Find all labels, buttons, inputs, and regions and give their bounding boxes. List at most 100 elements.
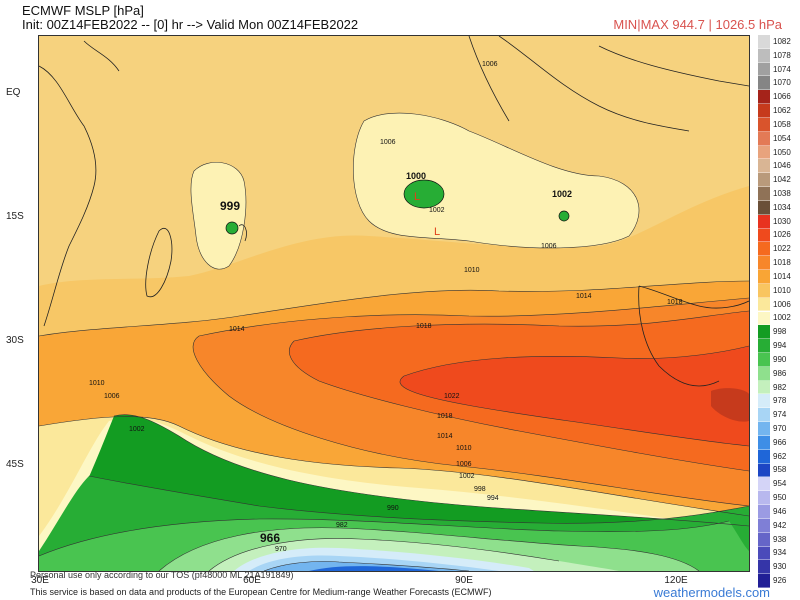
colorbar-label: 978 bbox=[773, 396, 787, 406]
mslp-map: 1006 1006 1006 1010 1010 1014 1014 1014 … bbox=[38, 35, 750, 572]
colorbar-swatch bbox=[758, 90, 770, 105]
colorbar-swatch bbox=[758, 380, 770, 395]
contour-label-1002-central: 1002 bbox=[429, 207, 445, 214]
colorbar-label: 1058 bbox=[773, 119, 791, 129]
colorbar-swatch bbox=[758, 159, 770, 174]
colorbar-label: 930 bbox=[773, 562, 787, 572]
colorbar-swatch bbox=[758, 228, 770, 243]
pressure-label-966: 966 bbox=[260, 531, 280, 545]
lat-label-45s: 45S bbox=[6, 459, 24, 470]
colorbar-label: 1030 bbox=[773, 216, 791, 226]
colorbar-swatch bbox=[758, 477, 770, 492]
colorbar-swatch bbox=[758, 131, 770, 146]
colorbar-label: 1070 bbox=[773, 78, 791, 88]
init-valid-time: Init: 00Z14FEB2022 -- [0] hr --> Valid M… bbox=[22, 17, 359, 32]
colorbar-swatch bbox=[758, 574, 770, 588]
colorbar-swatch bbox=[758, 297, 770, 312]
colorbar-label: 1082 bbox=[773, 36, 791, 46]
colorbar-swatch bbox=[758, 394, 770, 409]
colorbar-label: 1018 bbox=[773, 258, 791, 268]
contour-label-998: 998 bbox=[474, 486, 486, 493]
band-1022 bbox=[399, 346, 749, 446]
colorbar-swatch bbox=[758, 366, 770, 381]
colorbar-swatch bbox=[758, 408, 770, 423]
colorbar-swatch bbox=[758, 435, 770, 450]
contour-label-1014-c: 1014 bbox=[437, 433, 453, 440]
pressure-label-1000: 1000 bbox=[406, 171, 426, 181]
colorbar-swatch bbox=[758, 76, 770, 91]
colorbar-swatch bbox=[758, 505, 770, 519]
colorbar-swatch bbox=[758, 35, 770, 49]
pressure-label-1002: 1002 bbox=[552, 189, 572, 199]
contour-label-1010-a: 1010 bbox=[464, 267, 480, 274]
brand-link[interactable]: weathermodels.com bbox=[653, 585, 770, 600]
colorbar-label: 1074 bbox=[773, 64, 791, 74]
colorbar-label: 958 bbox=[773, 465, 787, 475]
lat-label-15s: 15S bbox=[6, 211, 24, 222]
colorbar-swatch bbox=[758, 546, 770, 561]
lon-label-60e: 60E bbox=[243, 575, 261, 586]
colorbar-swatch bbox=[758, 256, 770, 270]
colorbar-label: 1006 bbox=[773, 299, 791, 309]
min-max-readout: MIN|MAX 944.7 | 1026.5 hPa bbox=[613, 17, 782, 32]
colorbar-label: 926 bbox=[773, 576, 787, 586]
colorbar-label: 942 bbox=[773, 520, 787, 530]
colorbar-label: 998 bbox=[773, 327, 787, 337]
colorbar-swatch bbox=[758, 48, 770, 63]
map-svg: 1006 1006 1006 1010 1010 1014 1014 1014 … bbox=[39, 36, 749, 571]
contour-label-1002-south: 1002 bbox=[459, 473, 475, 480]
colorbar-label: 1010 bbox=[773, 285, 791, 295]
colorbar-swatch bbox=[758, 104, 770, 118]
contour-label-994: 994 bbox=[487, 495, 499, 502]
colorbar-label: 982 bbox=[773, 382, 787, 392]
colorbar-label: 1014 bbox=[773, 271, 791, 281]
chart-title: ECMWF MSLP [hPa] bbox=[22, 3, 144, 18]
contour-label-1006-north: 1006 bbox=[482, 61, 498, 68]
band-1026 bbox=[711, 388, 749, 422]
colorbar-swatch bbox=[758, 491, 770, 506]
colorbar-label: 950 bbox=[773, 493, 787, 503]
contour-label-1006-south: 1006 bbox=[456, 461, 472, 468]
contour-label-970: 970 bbox=[275, 546, 287, 553]
colorbar-label: 1038 bbox=[773, 188, 791, 198]
contour-label-1002-west: 1002 bbox=[129, 426, 145, 433]
colorbar-label: 934 bbox=[773, 548, 787, 558]
coastlines bbox=[39, 36, 749, 387]
contour-label-1006-central: 1006 bbox=[380, 139, 396, 146]
low-centre-1000 bbox=[403, 179, 445, 209]
low-centre-999 bbox=[225, 221, 239, 235]
colorbar-label: 1026 bbox=[773, 230, 791, 240]
colorbar-swatch bbox=[758, 270, 770, 284]
colorbar-label: 946 bbox=[773, 506, 787, 516]
colorbar-swatch bbox=[758, 532, 770, 547]
colorbar-swatch bbox=[758, 518, 770, 533]
lat-label-eq: EQ bbox=[6, 87, 21, 98]
contour-label-1014-b: 1014 bbox=[229, 326, 245, 333]
contour-label-1022: 1022 bbox=[444, 393, 460, 400]
pressure-colorbar: 1082 1078 1074 1070 1066 1062 1058 1054 1050 1046… bbox=[758, 35, 798, 588]
colorbar-swatch bbox=[758, 339, 770, 353]
colorbar-swatch bbox=[758, 352, 770, 367]
colorbar-swatch bbox=[758, 463, 770, 478]
lon-label-30e: 30E bbox=[31, 575, 49, 586]
colorbar-label: 994 bbox=[773, 341, 787, 351]
colorbar-label: 970 bbox=[773, 424, 787, 433]
contour-label-982: 982 bbox=[336, 522, 348, 529]
colorbar-swatch bbox=[758, 200, 770, 215]
band-1002-west bbox=[190, 162, 246, 270]
contour-label-1006-west: 1006 bbox=[104, 393, 120, 400]
lon-label-120e: 120E bbox=[664, 575, 688, 586]
contour-label-1006-east: 1006 bbox=[541, 243, 557, 250]
colorbar-label: 954 bbox=[773, 479, 787, 489]
colorbar-swatch bbox=[758, 422, 770, 436]
colorbar-swatch bbox=[758, 173, 770, 188]
colorbar-swatch bbox=[758, 283, 770, 298]
colorbar-label: 1042 bbox=[773, 175, 791, 185]
colorbar-label: 1054 bbox=[773, 133, 791, 143]
isobars bbox=[39, 112, 749, 571]
colorbar-label: 1078 bbox=[773, 50, 791, 60]
contour-label-1010-south: 1010 bbox=[456, 445, 472, 452]
colorbar-label: 966 bbox=[773, 437, 787, 447]
colorbar-label: 1066 bbox=[773, 92, 791, 102]
colorbar-label: 1050 bbox=[773, 147, 791, 157]
